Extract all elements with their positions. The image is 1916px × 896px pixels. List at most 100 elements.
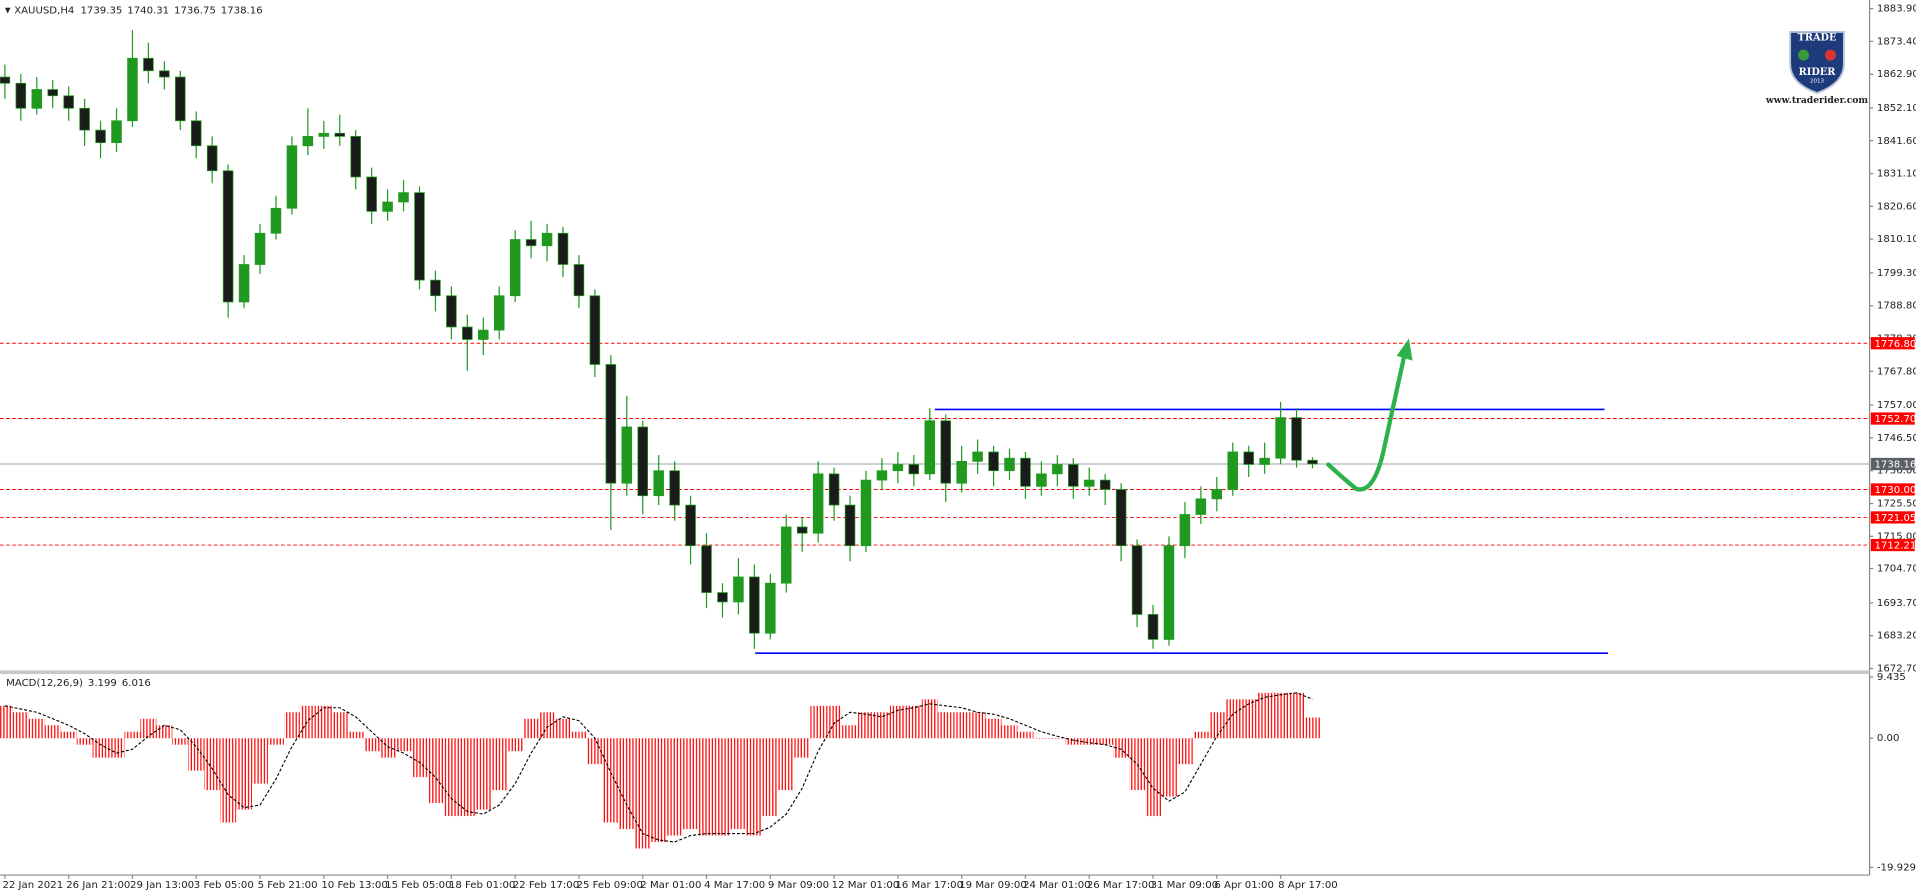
macd-bar (491, 738, 508, 791)
candle-body (1052, 464, 1063, 475)
current-price-box (1870, 457, 1915, 471)
macd-bar (1065, 738, 1082, 745)
candle-body (1131, 545, 1143, 615)
macd-bar (1017, 731, 1034, 739)
macd-bar (953, 712, 970, 739)
candle-body (1307, 459, 1318, 465)
macd-bar (44, 725, 61, 739)
y-tick-label: 1862.90 (1877, 69, 1916, 80)
candle-body (382, 201, 393, 212)
macd-bar (347, 731, 364, 739)
logo-dot (1798, 49, 1810, 61)
candle-body (238, 264, 250, 303)
candle-body (589, 295, 601, 365)
candle-body (1020, 457, 1031, 487)
candle-body (478, 329, 489, 340)
macd-main-value: 3.199 (88, 678, 117, 689)
macd-bar (937, 712, 954, 739)
macd-bar (539, 712, 556, 739)
candle-body (47, 89, 58, 97)
candle-body (1275, 417, 1286, 459)
candle-body (446, 295, 457, 328)
candle-body (270, 207, 282, 234)
macd-bar (826, 705, 843, 739)
macd-bar (921, 699, 938, 739)
macd-bar (1033, 738, 1050, 739)
macd-bar (1097, 738, 1114, 745)
candle-body (653, 470, 664, 497)
candle-body (972, 451, 983, 462)
candle-body (31, 89, 43, 109)
macd-bar (299, 705, 316, 739)
macd-bar (363, 738, 380, 752)
y-tick-label: 1788.80 (1877, 301, 1916, 312)
x-tick-label: 25 Feb 09:00 (577, 880, 643, 891)
forecast-arrow (1326, 338, 1413, 492)
y-tick-label: 1704.70 (1877, 564, 1916, 575)
level-price-label: 1776.80 (1874, 339, 1916, 350)
macd-bar (0, 705, 13, 739)
macd-bar (140, 718, 157, 739)
y-tick-label: 1757.00 (1877, 400, 1916, 411)
y-tick-label: 1725.50 (1877, 499, 1916, 510)
symbol-header: ▼ XAUUSD,H4 1739.35 1740.31 1736.75 1738.16 (5, 6, 263, 17)
candle-body (940, 420, 951, 484)
macd-bar (156, 725, 173, 739)
macd-signal-line (4, 692, 1313, 843)
candle-body (222, 170, 234, 303)
y-tick-label: 1873.40 (1877, 36, 1916, 47)
candle-body (430, 279, 441, 297)
macd-bar (842, 725, 858, 739)
candle-body (1179, 514, 1191, 547)
x-tick-label: 4 Mar 17:00 (704, 880, 765, 891)
ohlc-open: 1739.35 (80, 6, 122, 17)
macd-bar (315, 705, 332, 739)
macd-bar (1129, 738, 1146, 791)
macd-bar (268, 738, 284, 745)
macd-bar (1176, 738, 1193, 765)
macd-bar (12, 712, 29, 739)
candle-body (366, 176, 377, 212)
macd-bar (523, 718, 540, 739)
macd-bar (236, 738, 253, 810)
y-tick-label: 1841.60 (1877, 136, 1916, 147)
x-tick-label: 12 Mar 01:00 (832, 880, 900, 891)
macd-bar (507, 738, 524, 752)
x-tick-label: 31 Mar 09:00 (1151, 880, 1219, 891)
candle-body (781, 526, 792, 584)
candle-body (15, 82, 27, 109)
x-tick-label: 2 Mar 01:00 (640, 880, 701, 891)
macd-bar (475, 738, 492, 810)
macd-bar (571, 731, 587, 739)
macd-bar (411, 738, 428, 778)
candle-body (988, 451, 999, 472)
candle-body (1259, 457, 1270, 465)
candle-body (956, 460, 967, 484)
macd-bar (889, 705, 906, 739)
level-price-box (1870, 511, 1915, 524)
y-tick-label: 1799.30 (1877, 268, 1916, 279)
x-tick-label: 24 Mar 01:00 (1023, 880, 1091, 891)
candle-body (1243, 451, 1254, 465)
x-tick-label: 10 Feb 13:00 (321, 880, 387, 891)
x-tick-label: 6 Apr 01:00 (1214, 880, 1274, 891)
ohlc-low: 1736.75 (174, 6, 216, 17)
macd-bar (252, 738, 268, 784)
macd-bar (602, 738, 619, 823)
candle-body (493, 295, 505, 331)
candle-body (0, 76, 11, 84)
macd-header: MACD(12,26,9) 3.199 6.016 (6, 678, 151, 689)
macd-bar (555, 718, 571, 739)
x-tick-label: 22 Feb 17:00 (513, 880, 579, 891)
x-tick-label: 16 Mar 17:00 (895, 880, 963, 891)
candle-body (1227, 451, 1239, 490)
candle-body (509, 239, 521, 297)
logo-year: 2013 (1810, 78, 1824, 84)
y-tick-label: 1810.10 (1877, 234, 1916, 245)
candle-body (1083, 479, 1095, 487)
y-tick-label: 1852.10 (1877, 103, 1916, 114)
macd-bar (188, 738, 205, 771)
candle-body (557, 232, 569, 265)
candle-body (286, 145, 298, 209)
candle-body (796, 526, 808, 534)
